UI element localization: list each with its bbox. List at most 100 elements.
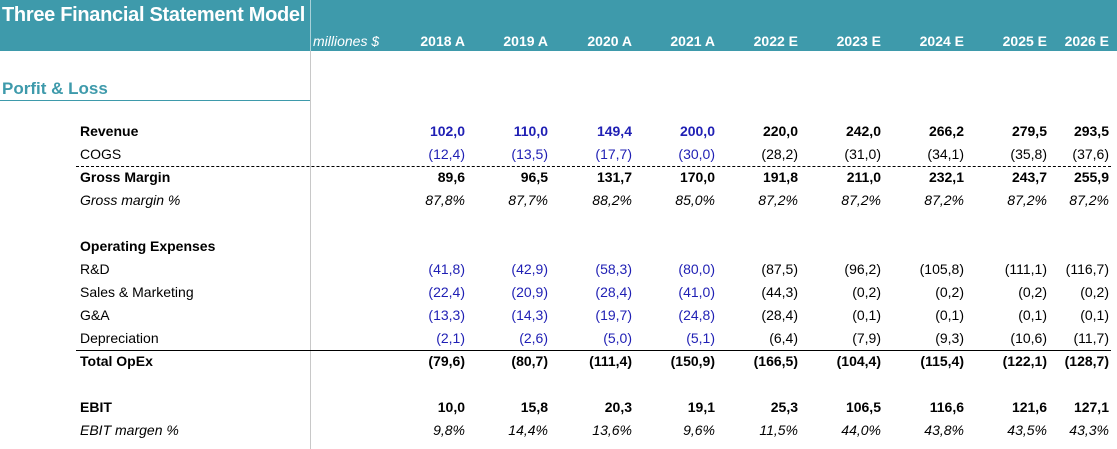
value-cell[interactable]: 242,0 [845, 123, 881, 139]
row-label[interactable]: EBIT [80, 399, 112, 415]
value-cell[interactable]: 43,3% [1069, 422, 1109, 438]
value-cell[interactable]: (12,4) [428, 146, 465, 162]
row-label[interactable]: Gross margin % [80, 192, 181, 208]
value-cell[interactable]: 89,6 [437, 169, 465, 185]
value-cell[interactable]: 25,3 [770, 399, 798, 415]
value-cell[interactable]: (5,0) [603, 330, 632, 346]
value-cell[interactable]: (37,6) [1072, 146, 1109, 162]
value-cell[interactable]: 87,2% [758, 192, 798, 208]
value-cell[interactable]: 14,4% [508, 422, 548, 438]
value-cell[interactable]: 96,5 [520, 169, 548, 185]
row-label[interactable]: Operating Expenses [80, 238, 216, 254]
value-cell[interactable]: 44,0% [841, 422, 881, 438]
row-label[interactable]: EBIT margen % [80, 422, 179, 438]
value-cell[interactable]: (17,7) [595, 146, 632, 162]
row-label[interactable]: G&A [80, 307, 110, 323]
value-cell[interactable]: (24,8) [678, 307, 715, 323]
value-cell[interactable]: 102,0 [429, 123, 465, 139]
value-cell[interactable]: (13,5) [511, 146, 548, 162]
value-cell[interactable]: (14,3) [511, 307, 548, 323]
value-cell[interactable]: (44,3) [761, 284, 798, 300]
row-label[interactable]: R&D [80, 261, 110, 277]
value-cell[interactable]: 243,7 [1011, 169, 1047, 185]
value-cell[interactable]: (35,8) [1010, 146, 1047, 162]
value-cell[interactable]: 170,0 [679, 169, 715, 185]
value-cell[interactable]: (28,4) [595, 284, 632, 300]
value-cell[interactable]: (115,4) [920, 353, 964, 369]
value-cell[interactable]: (150,9) [670, 353, 715, 369]
value-cell[interactable]: 131,7 [596, 169, 632, 185]
value-cell[interactable]: 87,2% [1007, 192, 1047, 208]
value-cell[interactable]: 9,8% [433, 422, 465, 438]
value-cell[interactable]: (104,4) [836, 353, 881, 369]
value-cell[interactable]: 220,0 [762, 123, 798, 139]
value-cell[interactable]: 11,5% [759, 422, 798, 438]
value-cell[interactable]: (0,2) [1080, 284, 1109, 300]
value-cell[interactable]: 121,6 [1011, 399, 1047, 415]
value-cell[interactable]: 10,0 [437, 399, 465, 415]
value-cell[interactable]: (122,1) [1002, 353, 1047, 369]
value-cell[interactable]: 255,9 [1073, 169, 1109, 185]
value-cell[interactable]: (2,6) [519, 330, 548, 346]
value-cell[interactable]: (0,1) [1080, 307, 1109, 323]
value-cell[interactable]: 85,0% [675, 192, 715, 208]
value-cell[interactable]: (42,9) [511, 261, 548, 277]
row-label[interactable]: Total OpEx [80, 353, 153, 369]
value-cell[interactable]: 279,5 [1011, 123, 1047, 139]
value-cell[interactable]: (166,5) [753, 353, 798, 369]
value-cell[interactable]: (5,1) [686, 330, 715, 346]
value-cell[interactable]: 116,6 [929, 399, 964, 415]
row-label[interactable]: Gross Margin [80, 169, 171, 185]
value-cell[interactable]: (11,7) [1073, 330, 1109, 346]
row-label[interactable]: Revenue [80, 123, 139, 139]
value-cell[interactable]: 87,2% [1069, 192, 1109, 208]
value-cell[interactable]: (105,8) [919, 261, 964, 277]
value-cell[interactable]: (128,7) [1064, 353, 1109, 369]
value-cell[interactable]: 110,0 [513, 123, 548, 139]
value-cell[interactable]: (80,7) [511, 353, 548, 369]
value-cell[interactable]: 87,7% [508, 192, 548, 208]
value-cell[interactable]: (0,1) [852, 307, 881, 323]
value-cell[interactable]: (6,4) [769, 330, 798, 346]
value-cell[interactable]: 20,3 [604, 399, 632, 415]
value-cell[interactable]: 232,1 [928, 169, 964, 185]
value-cell[interactable]: (58,3) [595, 261, 632, 277]
value-cell[interactable]: (116,7) [1065, 261, 1109, 277]
value-cell[interactable]: 88,2% [592, 192, 632, 208]
value-cell[interactable]: (7,9) [852, 330, 881, 346]
value-cell[interactable]: (79,6) [428, 353, 465, 369]
value-cell[interactable]: 43,8% [924, 422, 964, 438]
value-cell[interactable]: (0,2) [935, 284, 964, 300]
value-cell[interactable]: (0,2) [1018, 284, 1047, 300]
value-cell[interactable]: (80,0) [678, 261, 715, 277]
value-cell[interactable]: (30,0) [678, 146, 715, 162]
value-cell[interactable]: (22,4) [428, 284, 465, 300]
row-label[interactable]: Depreciation [80, 330, 159, 346]
value-cell[interactable]: (96,2) [844, 261, 881, 277]
value-cell[interactable]: (10,6) [1010, 330, 1047, 346]
row-label[interactable]: COGS [80, 146, 122, 162]
value-cell[interactable]: (2,1) [436, 330, 465, 346]
value-cell[interactable]: 87,2% [841, 192, 881, 208]
value-cell[interactable]: 43,5% [1007, 422, 1047, 438]
value-cell[interactable]: (13,3) [428, 307, 465, 323]
value-cell[interactable]: 87,8% [425, 192, 465, 208]
value-cell[interactable]: (28,4) [761, 307, 798, 323]
value-cell[interactable]: 106,5 [845, 399, 881, 415]
value-cell[interactable]: (111,1) [1004, 261, 1047, 277]
value-cell[interactable]: 19,1 [687, 399, 715, 415]
row-label[interactable]: Sales & Marketing [80, 284, 194, 300]
value-cell[interactable]: (41,0) [678, 284, 715, 300]
value-cell[interactable]: (87,5) [761, 261, 798, 277]
value-cell[interactable]: 9,6% [683, 422, 715, 438]
value-cell[interactable]: 127,1 [1073, 399, 1109, 415]
value-cell[interactable]: 15,8 [520, 399, 548, 415]
value-cell[interactable]: (41,8) [428, 261, 465, 277]
value-cell[interactable]: (28,2) [761, 146, 798, 162]
value-cell[interactable]: 191,8 [762, 169, 798, 185]
value-cell[interactable]: (0,1) [935, 307, 964, 323]
value-cell[interactable]: (9,3) [935, 330, 964, 346]
value-cell[interactable]: (111,4) [589, 353, 632, 369]
value-cell[interactable]: (0,2) [852, 284, 881, 300]
value-cell[interactable]: (31,0) [844, 146, 881, 162]
